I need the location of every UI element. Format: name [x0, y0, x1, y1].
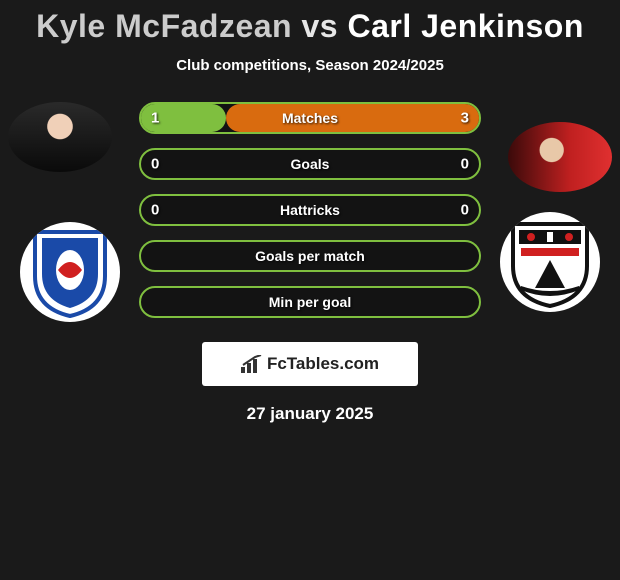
vs-text: vs: [301, 8, 338, 44]
player1-portrait-icon: [8, 102, 112, 172]
stat-value-right: 0: [461, 156, 469, 173]
brand-text: FcTables.com: [267, 354, 379, 374]
page-title: Kyle McFadzean vs Carl Jenkinson: [0, 8, 620, 45]
stat-fill-right: [226, 104, 480, 132]
club1-badge: [20, 222, 120, 322]
stat-row: 0 0 Goals: [139, 148, 481, 180]
subtitle: Club competitions, Season 2024/2025: [0, 57, 620, 74]
bromley-badge-icon: [500, 212, 600, 312]
date-text: 27 january 2025: [0, 404, 620, 424]
bar-chart-icon: [241, 355, 263, 373]
stat-label: Goals: [291, 156, 330, 172]
stat-row: 1 3 Matches: [139, 102, 481, 134]
stat-value-left: 0: [151, 156, 159, 173]
player2-name: Carl Jenkinson: [347, 8, 583, 44]
stats-list: 1 3 Matches 0 0 Goals 0 0 Hattricks Goals per mat…: [139, 102, 481, 318]
stat-row: 0 0 Hattricks: [139, 194, 481, 226]
player1-avatar: [8, 102, 112, 172]
stat-label: Hattricks: [280, 202, 340, 218]
club2-badge: [500, 212, 600, 312]
stat-label: Min per goal: [269, 294, 351, 310]
brand-box: FcTables.com: [202, 342, 418, 386]
player2-portrait-icon: [508, 122, 612, 192]
player2-avatar: [508, 122, 612, 192]
content-area: 1 3 Matches 0 0 Goals 0 0 Hattricks Goals per mat…: [0, 102, 620, 424]
stat-label: Goals per match: [255, 248, 365, 264]
stat-row: Min per goal: [139, 286, 481, 318]
comparison-card: Kyle McFadzean vs Carl Jenkinson Club co…: [0, 0, 620, 424]
chesterfield-badge-icon: [20, 222, 120, 322]
stat-value-left: 1: [151, 110, 159, 127]
stat-value-right: 0: [461, 202, 469, 219]
stat-label: Matches: [282, 110, 338, 126]
stat-value-right: 3: [461, 110, 469, 127]
player1-name: Kyle McFadzean: [36, 8, 292, 44]
stat-value-left: 0: [151, 202, 159, 219]
stat-row: Goals per match: [139, 240, 481, 272]
